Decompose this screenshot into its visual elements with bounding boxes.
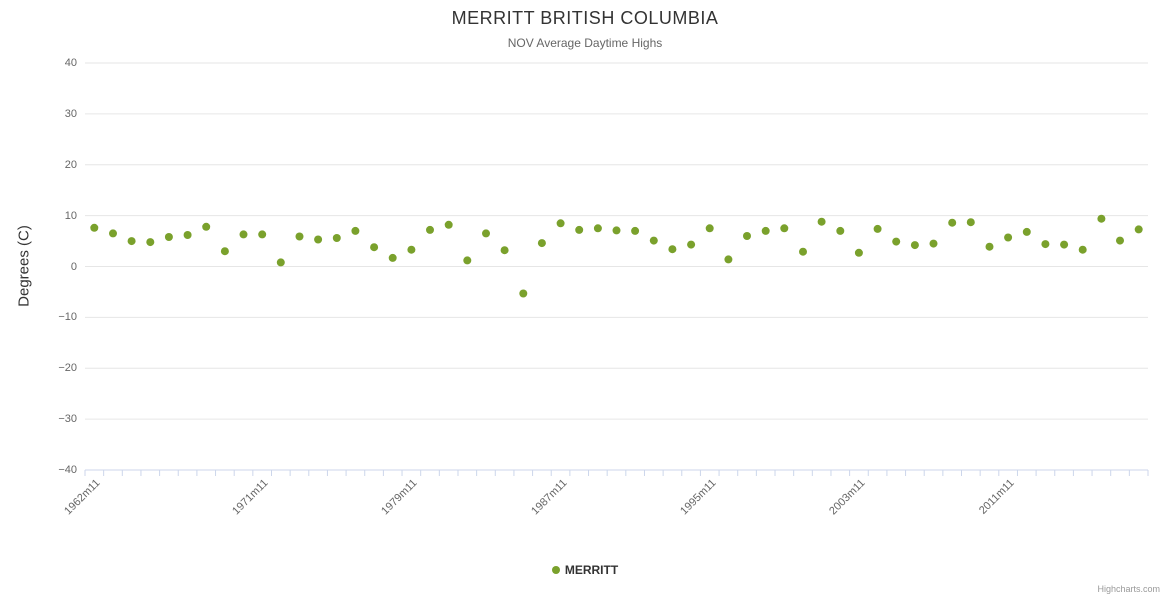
data-point[interactable] xyxy=(687,240,696,249)
data-point[interactable] xyxy=(910,241,919,250)
data-point[interactable] xyxy=(1134,225,1143,234)
data-point[interactable] xyxy=(258,230,267,239)
data-point[interactable] xyxy=(556,219,565,228)
data-point[interactable] xyxy=(631,226,640,235)
data-point[interactable] xyxy=(1097,214,1106,223)
data-point[interactable] xyxy=(948,218,957,227)
data-point[interactable] xyxy=(90,223,99,232)
data-point[interactable] xyxy=(780,224,789,233)
data-point[interactable] xyxy=(1116,236,1124,245)
data-point[interactable] xyxy=(873,224,882,233)
data-point[interactable] xyxy=(743,232,751,240)
data-point[interactable] xyxy=(519,289,528,298)
data-point[interactable] xyxy=(351,226,360,235)
data-point[interactable] xyxy=(575,225,584,234)
y-axis-tick-label: 10 xyxy=(64,209,77,222)
data-point[interactable] xyxy=(202,222,211,231)
data-point[interactable] xyxy=(836,226,845,235)
legend-label: MERRITT xyxy=(564,563,619,577)
data-point[interactable] xyxy=(1004,233,1013,242)
y-axis-tick-label: 30 xyxy=(64,107,77,120)
data-point[interactable] xyxy=(407,245,416,254)
data-point[interactable] xyxy=(985,242,994,251)
data-point[interactable] xyxy=(444,220,453,229)
data-point[interactable] xyxy=(668,245,677,254)
data-point[interactable] xyxy=(109,229,117,238)
data-point[interactable] xyxy=(220,247,229,256)
data-point[interactable] xyxy=(183,231,192,239)
y-axis-tick-label: −20 xyxy=(58,362,77,375)
data-point[interactable] xyxy=(892,237,901,246)
data-point[interactable] xyxy=(1060,240,1069,249)
data-point[interactable] xyxy=(817,217,826,226)
data-point[interactable] xyxy=(649,236,658,245)
data-point[interactable] xyxy=(929,239,938,248)
data-point[interactable] xyxy=(854,248,863,257)
data-point[interactable] xyxy=(1041,240,1050,249)
data-point[interactable] xyxy=(239,230,248,239)
y-axis-tick-label: −30 xyxy=(58,413,77,426)
legend-marker-icon xyxy=(551,566,560,574)
chart-subtitle: NOV Average Daytime Highs xyxy=(507,36,663,50)
data-point[interactable] xyxy=(463,256,472,265)
data-point[interactable] xyxy=(295,232,304,241)
data-point[interactable] xyxy=(314,235,323,244)
data-point[interactable] xyxy=(388,253,397,262)
data-point[interactable] xyxy=(1078,245,1087,254)
legend: MERRITT xyxy=(0,563,1170,577)
y-axis-tick-label: −40 xyxy=(58,464,77,476)
data-point[interactable] xyxy=(127,237,136,246)
y-axis-tick-label: 0 xyxy=(70,260,77,273)
data-point[interactable] xyxy=(799,247,807,256)
data-point[interactable] xyxy=(332,234,341,242)
data-point[interactable] xyxy=(164,233,173,241)
legend-item-merritt[interactable]: MERRITT xyxy=(551,563,619,577)
data-point[interactable] xyxy=(276,258,285,267)
data-point[interactable] xyxy=(612,226,621,235)
data-point[interactable] xyxy=(705,224,714,233)
data-point[interactable] xyxy=(724,255,733,264)
data-point[interactable] xyxy=(537,239,546,248)
data-point[interactable] xyxy=(761,226,770,235)
y-axis-tick-label: −10 xyxy=(58,311,77,324)
data-point[interactable] xyxy=(482,229,490,238)
data-point[interactable] xyxy=(593,224,602,233)
chart-title: MERRITT BRITISH COLUMBIA xyxy=(451,8,719,28)
data-point[interactable] xyxy=(146,238,155,247)
data-point[interactable] xyxy=(370,243,379,252)
credits-link[interactable]: Highcharts.com xyxy=(1097,584,1160,594)
data-point[interactable] xyxy=(426,225,434,234)
y-axis-tick-label: 20 xyxy=(64,158,77,171)
data-point[interactable] xyxy=(1022,227,1031,236)
data-point[interactable] xyxy=(500,246,509,255)
y-axis-tick-label: 40 xyxy=(64,57,77,69)
data-point[interactable] xyxy=(966,218,975,227)
